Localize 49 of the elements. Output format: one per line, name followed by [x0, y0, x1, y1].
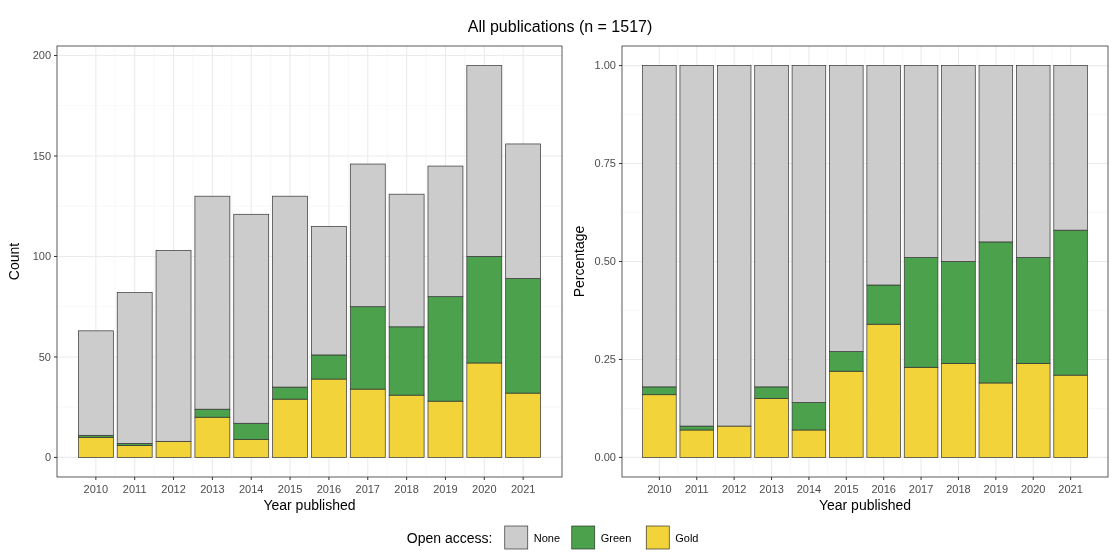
x-tick-label: 2013 — [200, 483, 225, 495]
x-tick-label: 2019 — [433, 483, 458, 495]
x-tick-label: 2010 — [647, 483, 672, 495]
x-axis-title: Year published — [263, 497, 356, 513]
legend-label: Green — [600, 532, 632, 544]
legend-label: None — [533, 532, 561, 544]
y-tick-label: 0.50 — [594, 255, 616, 268]
y-tick-label: 150 — [32, 149, 51, 162]
x-tick-label: 2018 — [394, 483, 419, 495]
y-tick-label: 200 — [32, 49, 51, 62]
x-tick-label: 2017 — [355, 483, 381, 495]
x-tick-label: 2015 — [834, 483, 859, 495]
x-axis-title: Year published — [818, 497, 912, 513]
x-tick-label: 2012 — [161, 483, 186, 495]
x-tick-label: 2021 — [1058, 483, 1083, 495]
x-tick-label: 2021 — [510, 483, 536, 495]
x-tick-label: 2012 — [721, 483, 747, 495]
y-tick-label: 0.75 — [594, 157, 616, 170]
x-tick-label: 2019 — [983, 483, 1009, 495]
y-tick-label: 0.00 — [594, 451, 616, 464]
bar — [78, 436, 114, 458]
x-tick-label: 2020 — [472, 483, 497, 495]
chart-title: All publications (n = 1517) — [467, 18, 653, 35]
x-tick-label: 2010 — [83, 483, 109, 495]
y-tick-label: 50 — [38, 350, 51, 363]
x-tick-label: 2011 — [684, 483, 709, 495]
bar — [78, 330, 114, 436]
y-axis-title: Count — [6, 242, 22, 281]
y-tick-label: 1.00 — [594, 59, 616, 72]
y-tick-label: 100 — [32, 250, 51, 263]
x-tick-label: 2016 — [316, 483, 342, 495]
x-tick-label: 2020 — [1020, 483, 1046, 495]
x-tick-label: 2017 — [908, 483, 934, 495]
y-axis-title: Percentage — [571, 225, 587, 298]
x-tick-label: 2016 — [871, 483, 896, 495]
legend-title: Open access: — [406, 530, 493, 546]
x-tick-label: 2011 — [122, 483, 147, 495]
bar — [679, 429, 714, 458]
x-tick-label: 2014 — [796, 483, 822, 495]
bar — [679, 65, 714, 427]
bar — [116, 445, 153, 458]
x-tick-label: 2013 — [759, 483, 784, 495]
bar — [116, 292, 153, 444]
x-tick-label: 2014 — [238, 483, 264, 495]
y-tick-label: 0.25 — [594, 353, 616, 366]
y-tick-label: 0 — [44, 451, 51, 464]
legend-label: Gold — [675, 532, 699, 544]
x-tick-label: 2015 — [277, 483, 303, 495]
x-tick-label: 2018 — [946, 483, 971, 495]
